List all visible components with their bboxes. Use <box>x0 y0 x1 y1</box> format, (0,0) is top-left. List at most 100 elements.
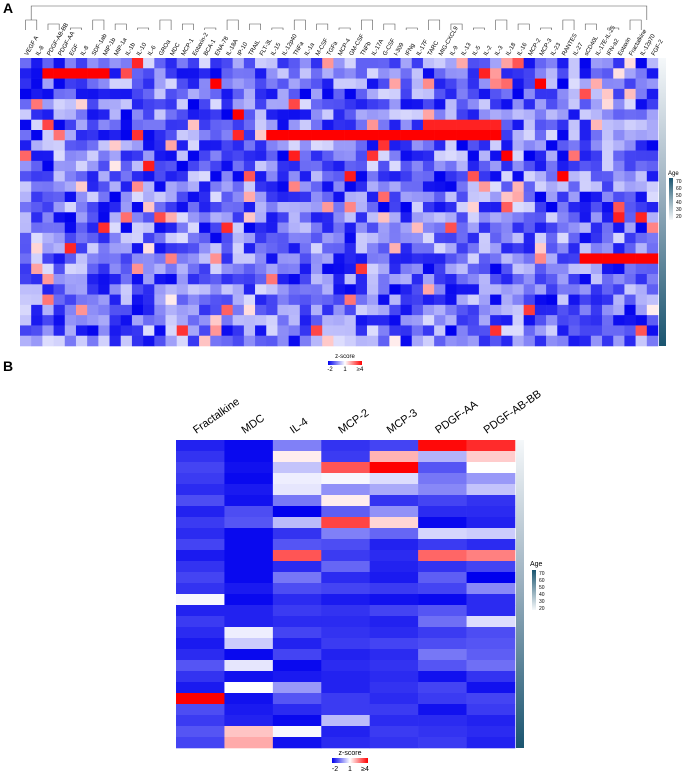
panel-a-cell <box>355 160 368 172</box>
panel-a-cell <box>64 191 77 203</box>
panel-a-cell <box>422 58 435 69</box>
panel-a-cell <box>422 284 435 295</box>
panel-a-cell <box>311 263 323 275</box>
panel-a-cell <box>624 171 636 182</box>
panel-a-cell <box>210 263 222 275</box>
panel-a-cell <box>154 160 166 172</box>
panel-a-cell <box>255 212 267 223</box>
panel-a-cell <box>64 119 77 131</box>
panel-a-cell <box>154 263 166 275</box>
panel-a-cell <box>344 58 357 69</box>
panel-a-cell <box>221 130 233 141</box>
panel-a-cell <box>75 58 88 69</box>
panel-a-cell <box>546 171 558 182</box>
panel-a-cell <box>187 140 200 151</box>
panel-a-cell <box>434 99 446 110</box>
panel-a-cell <box>366 130 379 141</box>
panel-a-cell <box>277 191 289 203</box>
panel-b-cell <box>224 440 274 452</box>
panel-a-cell <box>366 202 379 213</box>
panel-b-cell <box>272 583 322 595</box>
panel-a-cell <box>534 171 547 182</box>
panel-a-cell <box>199 130 211 141</box>
panel-a-cell <box>210 88 222 100</box>
panel-b-cell <box>176 561 225 573</box>
panel-a-cell <box>176 150 189 162</box>
panel-b-cell <box>321 484 371 496</box>
panel-a-cell <box>557 109 569 121</box>
panel-a-cell <box>490 294 502 306</box>
panel-a-cell <box>400 263 413 275</box>
dendrogram-link <box>584 23 597 30</box>
panel-b-cell <box>272 462 322 474</box>
panel-a-cell <box>411 222 424 234</box>
panel-a-column-label: IL-5 <box>472 44 483 57</box>
panel-a-cell <box>523 222 536 234</box>
panel-a-cell <box>546 68 558 79</box>
panel-b-cell <box>224 539 274 551</box>
panel-a-cell <box>635 315 648 326</box>
panel-a-cell <box>646 232 659 244</box>
panel-a-cell <box>243 68 256 79</box>
panel-a-cell <box>579 294 592 306</box>
panel-a-cell <box>255 88 267 100</box>
panel-a-cell <box>602 160 614 172</box>
panel-a-cell <box>75 284 88 295</box>
panel-a-cell <box>31 119 43 131</box>
panel-a-cell <box>255 263 267 275</box>
panel-a-cell <box>590 68 603 79</box>
panel-a-cell <box>646 222 659 234</box>
panel-a-cell <box>355 263 368 275</box>
panel-a-cell <box>221 284 233 295</box>
panel-a-cell <box>523 243 536 254</box>
panel-a-cell <box>20 335 32 347</box>
panel-a-cell <box>546 202 558 213</box>
panel-a-cell <box>613 263 625 275</box>
panel-a-cell <box>646 140 659 151</box>
panel-a-cell <box>422 263 435 275</box>
panel-a-cell <box>98 304 110 316</box>
panel-a-cell <box>333 171 345 182</box>
panel-a-cell <box>579 88 592 100</box>
panel-a-cell <box>98 109 110 121</box>
panel-a-cell <box>646 109 659 121</box>
panel-a-cell <box>109 304 122 316</box>
panel-a-cell <box>266 68 278 79</box>
panel-a-cell <box>154 325 166 337</box>
panel-a-cell <box>445 294 457 306</box>
panel-a-cell <box>490 140 502 151</box>
panel-a-cell <box>20 99 32 110</box>
panel-a-cell <box>389 68 401 79</box>
panel-a-cell <box>98 88 110 100</box>
panel-a-cell <box>120 160 133 172</box>
panel-a-cell <box>422 160 435 172</box>
panel-a-cell <box>299 335 312 347</box>
panel-b-cell <box>176 473 225 485</box>
panel-a-cell <box>232 58 245 69</box>
panel-a-cell <box>299 119 312 131</box>
panel-a-cell <box>378 304 390 316</box>
panel-a-cell <box>288 68 301 79</box>
panel-a-cell <box>87 202 99 213</box>
panel-b-cell <box>272 440 322 452</box>
panel-a-cell <box>143 243 155 254</box>
panel-a-cell <box>210 171 222 182</box>
panel-a-cell <box>568 284 580 295</box>
panel-a-cell <box>456 181 469 193</box>
panel-a-cell <box>232 130 245 141</box>
panel-b-cell <box>369 572 419 584</box>
panel-a-cell <box>120 202 133 213</box>
panel-a-cell <box>389 130 401 141</box>
panel-a-cell <box>165 335 177 347</box>
panel-a-cell <box>266 119 278 131</box>
panel-b-cell <box>176 682 225 694</box>
panel-b-legend-gradient <box>332 758 368 763</box>
panel-a-cell <box>512 274 524 285</box>
panel-a-cell <box>501 212 513 223</box>
panel-a-cell <box>143 78 155 90</box>
panel-a-cell <box>311 160 323 172</box>
panel-a-cell <box>42 325 54 337</box>
panel-a-cell <box>602 304 614 316</box>
panel-a-cell <box>165 294 177 306</box>
